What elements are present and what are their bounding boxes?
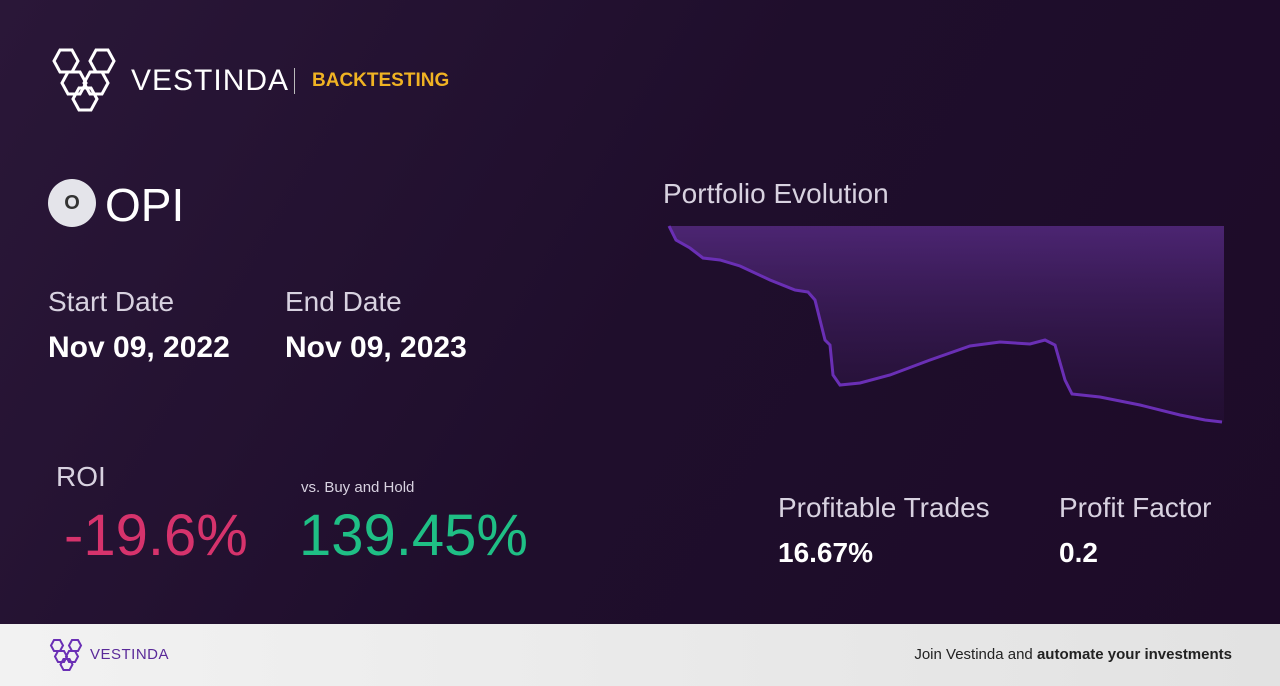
section: BACKTESTING: [312, 70, 450, 91]
trades-label: Profitable Trades: [778, 492, 990, 523]
footer-cta: Join Vestinda and automate your investme…: [914, 646, 1232, 663]
card: VESTINDA BACKTESTING O OPI Start Date No…: [0, 0, 1280, 624]
chart-title: Portfolio Evolution: [663, 178, 889, 209]
portfolio-chart: [667, 225, 1224, 424]
footer: VESTINDA Join Vestinda and automate your…: [0, 624, 1280, 686]
cta-prefix: Join Vestinda and: [914, 646, 1033, 663]
area: [669, 226, 1224, 422]
vs-value: 139.45%: [299, 503, 528, 568]
pf-label: Profit Factor: [1059, 492, 1212, 523]
footer-logo: [49, 639, 83, 671]
brand: VESTINDA: [131, 64, 290, 97]
start-label: Start Date: [48, 286, 175, 317]
trades-value: 16.67%: [778, 537, 873, 568]
end-value: Nov 09, 2023: [285, 331, 467, 364]
roi-value: -19.6%: [64, 503, 248, 568]
line: [667, 225, 1223, 424]
start-value: Nov 09, 2022: [48, 331, 230, 364]
roi-label: ROI: [56, 461, 106, 492]
vs-label: vs. Buy and Hold: [301, 479, 415, 496]
footer-brand: VESTINDA: [90, 646, 170, 663]
end-label: End Date: [285, 286, 402, 317]
asset-icon: O: [48, 179, 96, 227]
logo: [52, 48, 116, 112]
ticker: OPI: [105, 179, 185, 231]
cta-bold: automate your investments: [1036, 646, 1232, 663]
divider: [294, 68, 295, 94]
pf-value: 0.2: [1059, 537, 1098, 568]
